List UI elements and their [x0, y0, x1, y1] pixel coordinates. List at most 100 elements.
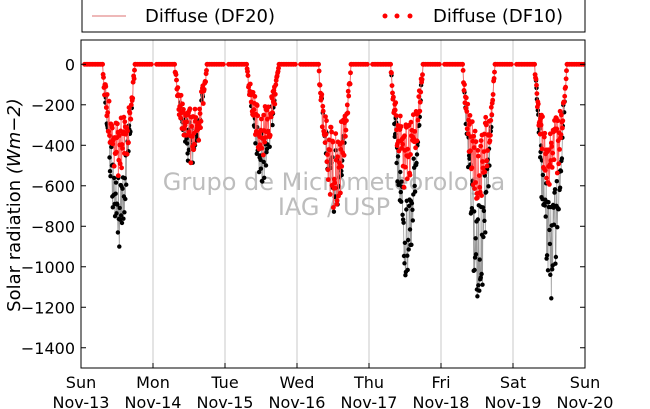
series-df10-point — [262, 139, 268, 145]
series-df10-point — [104, 92, 110, 97]
series-df10-point — [344, 102, 350, 108]
series-df10-point — [267, 132, 273, 138]
series-df10-point — [468, 148, 473, 154]
x-tick-label-day: Mon — [136, 373, 170, 392]
series-df10-point — [533, 76, 539, 82]
series-df10-point — [259, 116, 264, 122]
series-df10-point — [332, 180, 338, 186]
series-df10-point — [402, 133, 407, 139]
series-df20-point — [400, 212, 405, 217]
series-df10-point — [469, 165, 475, 171]
plot-frame — [80, 39, 586, 369]
series-df10-point — [116, 133, 122, 138]
series-df10-point — [323, 131, 329, 137]
series-df10-point — [334, 201, 340, 207]
series-df10-point — [261, 112, 267, 118]
series-df20-point — [410, 218, 415, 223]
series-df10-point — [480, 165, 486, 171]
series-df20-point — [398, 189, 403, 195]
series-df20-point — [552, 187, 558, 192]
series-df10-point — [464, 126, 470, 132]
series-df10-point — [331, 176, 337, 182]
series-df10-point — [538, 122, 544, 128]
series-df10-point — [254, 103, 260, 108]
series-df20-point — [411, 156, 416, 161]
series-df20-point — [121, 216, 126, 221]
series-df20-point — [113, 191, 118, 196]
series-df10-point — [325, 177, 331, 183]
series-df20-point — [107, 155, 112, 160]
series-df10-point — [554, 126, 560, 132]
series-df20-point — [412, 183, 417, 189]
series-df10-point — [115, 173, 121, 179]
series-df10-point — [492, 69, 497, 75]
series-df10-point — [111, 163, 117, 169]
series-df10-point — [472, 186, 477, 192]
series-df10-point — [479, 193, 484, 199]
series-df10-point — [327, 192, 333, 197]
series-df10-point — [272, 91, 278, 97]
series-df20-point — [540, 172, 546, 178]
series-df10-point — [105, 110, 111, 115]
series-df10-point — [343, 133, 348, 139]
series-df10-point — [466, 117, 471, 123]
series-df20-point — [261, 159, 266, 165]
series-df20-point — [264, 150, 269, 155]
series-df10-point — [475, 153, 481, 159]
series-df10-point — [106, 98, 112, 104]
series-df10-point — [270, 110, 275, 115]
series-df10-point — [534, 91, 540, 96]
series-df10-point — [245, 69, 250, 74]
series-df10-point — [187, 106, 193, 112]
series-df10-point — [482, 169, 488, 175]
series-df10-point — [488, 132, 493, 138]
legend-swatch-df10-dot-2 — [394, 13, 400, 19]
series-df10-point — [400, 141, 405, 147]
series-df10-point — [540, 114, 545, 120]
series-df10-point — [483, 122, 489, 128]
series-df10-point — [268, 114, 274, 120]
series-df10-point — [319, 92, 325, 97]
series-df10-point — [178, 92, 184, 98]
series-df10-point — [101, 75, 106, 80]
series-df10-point — [404, 176, 410, 182]
series-df10-point — [483, 114, 489, 120]
series-df10-point — [412, 129, 418, 134]
series-df10-point — [467, 113, 473, 118]
series-df10-point — [115, 121, 120, 127]
series-df10-point — [464, 109, 470, 114]
series-df20-point — [258, 157, 263, 162]
series-df10-point — [186, 129, 192, 135]
series-df20-point — [559, 156, 565, 161]
y-axis-label: Solar radiation (Wm−2) — [4, 98, 25, 312]
series-df20-point — [260, 179, 265, 184]
series-df10-point — [316, 61, 321, 67]
series-df10-point — [126, 140, 131, 146]
legend: Diffuse (DF20) Diffuse (DF10) — [81, 0, 586, 33]
series-df10-point — [348, 70, 353, 76]
series-df10-point — [128, 116, 134, 122]
series-df10-point — [344, 118, 349, 123]
x-tick-label-date: Nov-16 — [269, 393, 326, 409]
series-df10-point — [347, 81, 353, 87]
series-df10-point — [148, 61, 154, 67]
series-df20-point — [407, 227, 413, 232]
series-df10-point — [332, 185, 338, 191]
series-df10-point — [320, 108, 326, 114]
series-df10-point — [324, 118, 329, 124]
series-df20-point — [113, 180, 119, 185]
series-df10-point — [417, 99, 423, 105]
series-df10-point — [180, 101, 185, 107]
y-tick-label: −1200 — [21, 298, 75, 317]
x-tick-label-date: Nov-18 — [413, 393, 470, 409]
series-df10-point — [197, 111, 203, 116]
series-df20-point — [120, 186, 125, 191]
series-df10-point — [475, 148, 481, 153]
x-tick-label-day: Wed — [280, 373, 315, 392]
series-df10-point — [544, 175, 549, 181]
series-df10-point — [103, 84, 109, 89]
series-df10-point — [341, 152, 347, 158]
series-df10-point — [110, 141, 116, 147]
series-df10-point — [292, 61, 298, 67]
series-df20-point — [409, 201, 415, 206]
